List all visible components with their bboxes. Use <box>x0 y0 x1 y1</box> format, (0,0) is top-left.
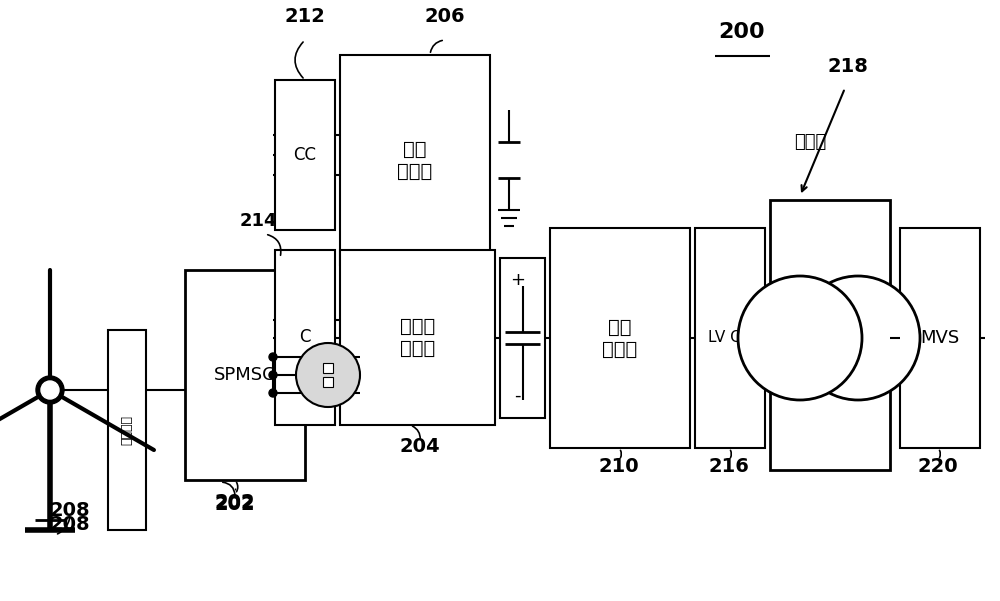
Text: C: C <box>299 329 311 347</box>
Text: 216: 216 <box>709 457 749 476</box>
Text: 214: 214 <box>239 212 277 230</box>
Text: 218: 218 <box>828 57 868 76</box>
Text: 204: 204 <box>400 437 440 456</box>
Text: 二极管
整流器: 二极管 整流器 <box>400 317 435 358</box>
Text: 200: 200 <box>719 22 765 42</box>
Circle shape <box>269 371 277 379</box>
Bar <box>323 377 333 387</box>
Circle shape <box>269 389 277 397</box>
Circle shape <box>36 376 64 404</box>
Circle shape <box>296 343 360 407</box>
Text: LV CB: LV CB <box>708 331 752 346</box>
Text: 转子轴承: 转子轴承 <box>120 415 134 445</box>
Text: 206: 206 <box>425 7 465 26</box>
Bar <box>500 258 545 418</box>
Text: 变压器: 变压器 <box>794 133 826 151</box>
Bar <box>340 250 495 425</box>
Text: 220: 220 <box>918 457 958 476</box>
Text: +: + <box>510 271 525 289</box>
Bar <box>695 228 765 448</box>
Bar <box>550 228 690 448</box>
Circle shape <box>41 381 59 399</box>
Circle shape <box>796 276 920 400</box>
Text: SPMSG: SPMSG <box>214 366 276 384</box>
Text: MVS: MVS <box>920 329 960 347</box>
Bar <box>900 228 980 448</box>
Text: CC: CC <box>294 146 316 164</box>
Text: 208: 208 <box>50 501 90 519</box>
Text: 210: 210 <box>599 457 639 476</box>
Text: 202: 202 <box>215 495 255 514</box>
Text: 212: 212 <box>285 7 325 26</box>
Bar <box>323 363 333 373</box>
Bar <box>185 270 305 480</box>
Circle shape <box>269 353 277 361</box>
Text: -: - <box>514 387 521 405</box>
Text: 208: 208 <box>50 515 90 534</box>
Text: 202: 202 <box>215 493 255 512</box>
Text: 电网
逆变器: 电网 逆变器 <box>602 317 638 359</box>
Bar <box>108 330 146 530</box>
Bar <box>275 80 335 230</box>
Text: 有源
补偿器: 有源 补偿器 <box>397 139 433 180</box>
Bar <box>275 250 335 425</box>
Circle shape <box>738 276 862 400</box>
Bar <box>770 200 890 470</box>
Bar <box>340 55 490 265</box>
